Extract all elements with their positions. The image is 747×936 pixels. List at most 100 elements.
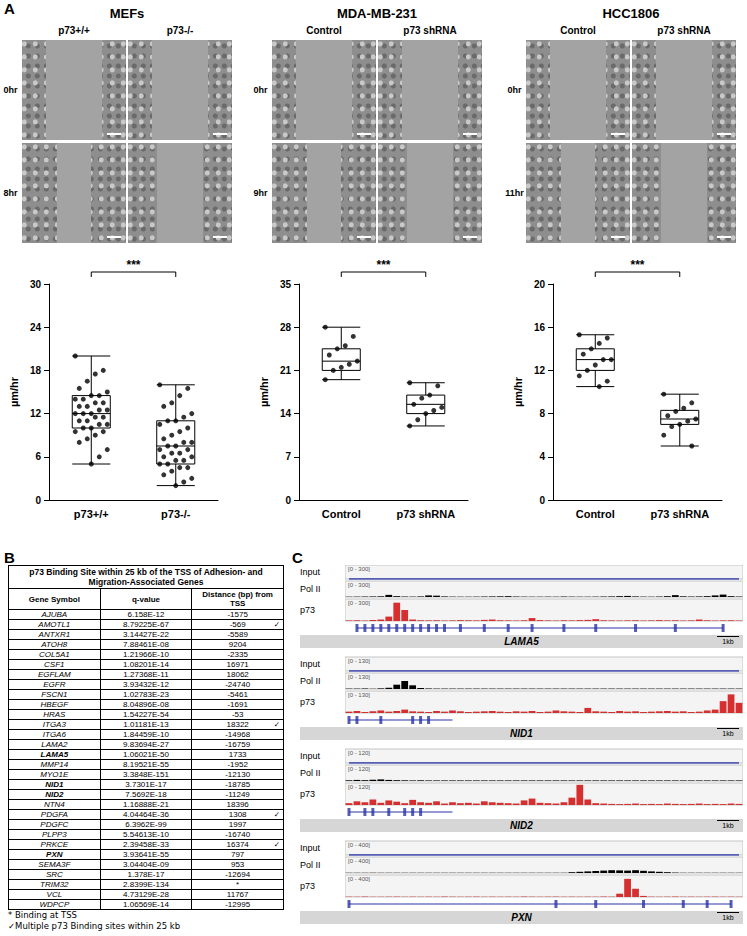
html-text:Input: Input bbox=[300, 751, 320, 761]
svg-text:28: 28 bbox=[280, 322, 292, 333]
html-text:* Binding at TSS: * Binding at TSS bbox=[8, 910, 77, 920]
svg-text:[0 - 400]: [0 - 400] bbox=[348, 842, 370, 848]
html-text:0hr: 0hr bbox=[507, 85, 522, 95]
html-text:MDA-MB-231: MDA-MB-231 bbox=[336, 6, 418, 21]
html-text:p73 shRNA: p73 shRNA bbox=[403, 25, 457, 36]
html-text:ATOH8: ATOH8 bbox=[41, 640, 68, 649]
html-text:Control: Control bbox=[306, 25, 342, 36]
svg-text:16: 16 bbox=[534, 322, 546, 333]
svg-text:[0 - 300]: [0 - 300] bbox=[348, 566, 370, 572]
svg-text:7: 7 bbox=[285, 451, 291, 462]
svg-text:21: 21 bbox=[280, 365, 292, 376]
html-text:8.79225E-67: 8.79225E-67 bbox=[123, 620, 169, 629]
svg-text:p73-/-: p73-/- bbox=[161, 508, 191, 520]
svg-text:[0 - 400]: [0 - 400] bbox=[348, 876, 370, 882]
html-text:9hr: 9hr bbox=[253, 188, 268, 198]
svg-text:14: 14 bbox=[280, 408, 292, 419]
html-text:CSF1: CSF1 bbox=[44, 660, 65, 669]
html-text:6.158E-12: 6.158E-12 bbox=[127, 610, 165, 619]
svg-text:0: 0 bbox=[35, 495, 41, 506]
html-text:8hr: 8hr bbox=[3, 188, 18, 198]
html-text:C: C bbox=[292, 549, 303, 566]
svg-text:20: 20 bbox=[534, 279, 546, 290]
html-text:✓Multiple p73 Binding sites wi: ✓Multiple p73 Binding sites within 25 kb bbox=[8, 921, 181, 931]
html-text:-1575: -1575 bbox=[227, 610, 248, 619]
html-text:16971: 16971 bbox=[226, 660, 249, 669]
svg-text:24: 24 bbox=[30, 322, 42, 333]
html-text:1.21966E-10: 1.21966E-10 bbox=[123, 650, 169, 659]
html-text:Gene Symbol: Gene Symbol bbox=[28, 594, 80, 604]
svg-text:[0 - 130]: [0 - 130] bbox=[348, 692, 370, 698]
svg-text:Control: Control bbox=[576, 508, 615, 520]
html-text:-569: -569 bbox=[229, 620, 246, 629]
svg-text:Control: Control bbox=[322, 508, 361, 520]
svg-text:30: 30 bbox=[30, 279, 42, 290]
svg-text:[0 - 300]: [0 - 300] bbox=[348, 600, 370, 606]
html-text:11hr: 11hr bbox=[505, 188, 524, 198]
html-text:PXN: PXN bbox=[511, 912, 532, 923]
html-text:-2335: -2335 bbox=[227, 650, 248, 659]
html-text:Input: Input bbox=[300, 659, 320, 669]
html-text:-5589: -5589 bbox=[227, 630, 248, 639]
html-text:LAMA5: LAMA5 bbox=[504, 636, 539, 647]
svg-text:12: 12 bbox=[30, 408, 42, 419]
html-text:COL5A1: COL5A1 bbox=[39, 650, 70, 659]
html-text:q-value: q-value bbox=[132, 594, 160, 604]
svg-text:[0 - 400]: [0 - 400] bbox=[348, 858, 370, 864]
svg-text:4: 4 bbox=[539, 451, 545, 462]
svg-text:[0 - 120]: [0 - 120] bbox=[348, 750, 370, 756]
svg-text:6: 6 bbox=[35, 451, 41, 462]
svg-text:[0 - 130]: [0 - 130] bbox=[348, 674, 370, 680]
html-text:NID2: NID2 bbox=[510, 820, 533, 831]
html-text:p73 Binding Site within 25 kb: p73 Binding Site within 25 kb of the TSS… bbox=[29, 567, 263, 587]
svg-text:p73 shRNA: p73 shRNA bbox=[396, 508, 455, 520]
svg-text:µm/hr: µm/hr bbox=[8, 376, 20, 407]
html-text:Control: Control bbox=[560, 25, 596, 36]
html-text:AJUBA: AJUBA bbox=[41, 610, 68, 619]
svg-text:µm/hr: µm/hr bbox=[512, 376, 524, 407]
html-text:7.88461E-08: 7.88461E-08 bbox=[123, 640, 169, 649]
html-text:1.08201E-14: 1.08201E-14 bbox=[123, 660, 169, 669]
html-text:Distance (bp) from TSS: Distance (bp) from TSS bbox=[202, 590, 273, 608]
svg-text:0: 0 bbox=[539, 495, 545, 506]
html-text:HCC1806: HCC1806 bbox=[602, 6, 660, 21]
svg-text:***: *** bbox=[377, 258, 391, 272]
html-text:A: A bbox=[4, 0, 15, 17]
svg-text:0: 0 bbox=[285, 495, 291, 506]
html-text:Input: Input bbox=[300, 567, 320, 577]
svg-text:8: 8 bbox=[539, 408, 545, 419]
svg-text:***: *** bbox=[631, 258, 645, 272]
svg-text:***: *** bbox=[127, 258, 141, 272]
html-text:Pol II: Pol II bbox=[300, 768, 321, 778]
svg-text:[0 - 130]: [0 - 130] bbox=[348, 658, 370, 664]
svg-text:12: 12 bbox=[534, 365, 546, 376]
html-text:0hr: 0hr bbox=[3, 85, 18, 95]
html-text:p73 shRNA: p73 shRNA bbox=[657, 25, 711, 36]
html-text:9204: 9204 bbox=[228, 640, 247, 649]
svg-text:µm/hr: µm/hr bbox=[258, 376, 270, 407]
html-text:p73-/-: p73-/- bbox=[166, 25, 194, 36]
svg-text:18: 18 bbox=[30, 365, 42, 376]
html-text:p73+/+: p73+/+ bbox=[58, 25, 90, 36]
svg-text:[0 - 120]: [0 - 120] bbox=[348, 766, 370, 772]
html-text:p73: p73 bbox=[300, 789, 315, 799]
html-text:3.14427E-22: 3.14427E-22 bbox=[123, 630, 169, 639]
html-text:p73: p73 bbox=[300, 697, 315, 707]
html-text:AMOTL1: AMOTL1 bbox=[38, 620, 71, 629]
svg-text:[0 - 300]: [0 - 300] bbox=[348, 582, 370, 588]
html-text:p73: p73 bbox=[300, 605, 315, 615]
html-text:Pol II: Pol II bbox=[300, 676, 321, 686]
html-text:B: B bbox=[4, 549, 15, 566]
svg-text:p73 shRNA: p73 shRNA bbox=[650, 508, 709, 520]
html-text:ANTXR1: ANTXR1 bbox=[38, 630, 71, 639]
html-text:p73: p73 bbox=[300, 881, 315, 891]
html-text:Pol II: Pol II bbox=[300, 584, 321, 594]
svg-text:p73+/+: p73+/+ bbox=[74, 508, 109, 520]
html-text:MEFs: MEFs bbox=[109, 6, 145, 21]
svg-text:35: 35 bbox=[280, 279, 292, 290]
html-text:NID1: NID1 bbox=[510, 728, 533, 739]
svg-text:[0 - 120]: [0 - 120] bbox=[348, 784, 370, 790]
html-text:Input: Input bbox=[300, 843, 320, 853]
html-text:Pol II: Pol II bbox=[300, 860, 321, 870]
html-text:0hr: 0hr bbox=[253, 85, 268, 95]
